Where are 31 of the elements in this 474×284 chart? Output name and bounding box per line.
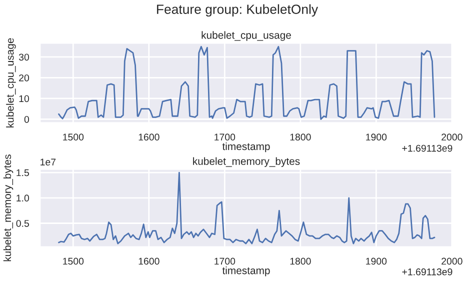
y-axis-title: kubelet_cpu_usage [6, 38, 16, 128]
x-axis-title: timestamp [222, 142, 270, 152]
y-tick-label: 1.0 [16, 194, 30, 202]
line-series [58, 172, 436, 244]
x-tick-label: 1800 [290, 134, 311, 141]
text: +1.69113e9 [402, 268, 452, 276]
y-tick-label: 10 [19, 95, 30, 102]
y-tick-label: 1.5 [16, 169, 29, 176]
chart-title: Feature group: KubeletOnly [157, 4, 318, 17]
y-tick-label: 0 [24, 116, 30, 123]
y-tick-label: 0.5 [16, 220, 29, 227]
y-axis-title: kubelet_memory_bytes [3, 154, 14, 262]
x-tick-label: 1700 [214, 134, 236, 141]
chart-title: kubelet_memory_bytes [193, 157, 300, 167]
x-tick-label: 1600 [138, 134, 160, 141]
x-axis-title: timestamp [222, 266, 270, 276]
line-series [58, 46, 436, 120]
x-tick-label: 2000 [442, 134, 462, 141]
chart-subtitle: kubelet_cpu_usage [202, 31, 291, 41]
x-tick-label: 1800 [290, 258, 311, 265]
text: 1e7 [40, 158, 56, 166]
x-tick-label: 1900 [366, 258, 387, 265]
x-tick-label: 1500 [63, 258, 84, 265]
x-tick-label: 1700 [214, 258, 236, 265]
x-tick-label: 1900 [366, 134, 387, 141]
y-tick-label: 20 [19, 74, 30, 82]
x-tick-label: 1600 [138, 258, 160, 265]
x-tick-label: 2000 [442, 258, 462, 265]
x-tick-label: 1500 [63, 134, 84, 141]
y-tick-label: 30 [18, 54, 30, 61]
text: +1.69113e9 [402, 144, 452, 152]
